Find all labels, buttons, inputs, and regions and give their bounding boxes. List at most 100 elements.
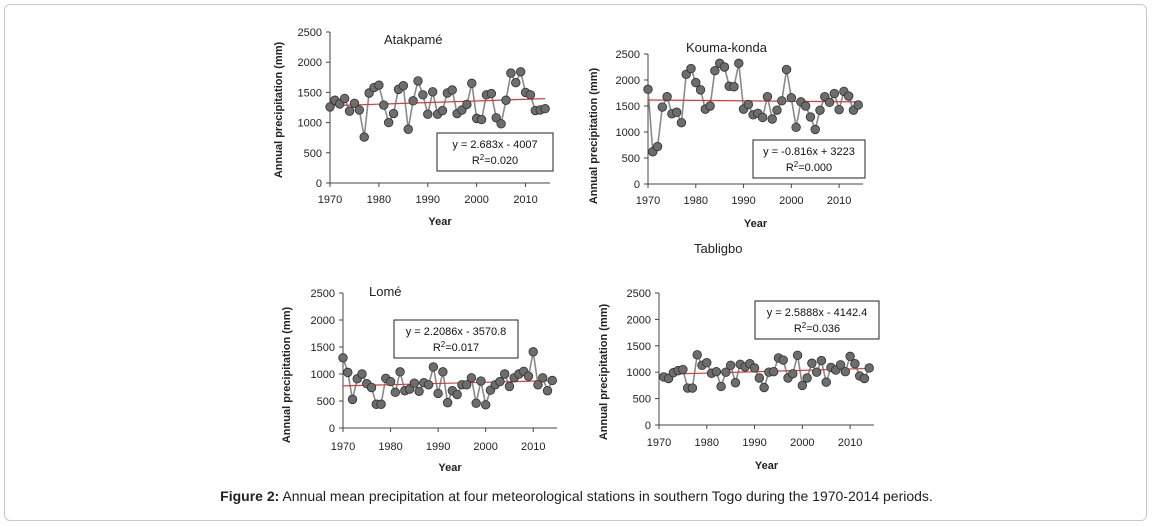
data-point — [528, 347, 538, 357]
data-point — [767, 114, 777, 124]
data-point — [730, 378, 741, 388]
y-tick-label: 1000 — [627, 367, 651, 379]
x-tick-label: 1990 — [416, 194, 440, 206]
data-point — [467, 78, 477, 89]
data-point — [692, 350, 702, 360]
data-point — [413, 76, 423, 86]
chart-title: Tabligbo — [694, 241, 742, 256]
data-point — [702, 357, 712, 368]
y-axis-label: Annual precipitation (mm) — [598, 304, 610, 441]
x-axis-label: Year — [428, 216, 452, 228]
data-point — [835, 360, 846, 370]
data-point — [471, 398, 481, 408]
caption-label: Figure 2: — [220, 488, 280, 504]
x-tick-label: 2000 — [464, 194, 488, 206]
chart-panel-0: 0 500 1000 1500 2000 2500 1970 1980 1990 2000 2010… — [273, 27, 554, 228]
y-axis-label: Annual precipitation (mm) — [588, 68, 600, 205]
data-point — [743, 99, 754, 110]
data-point — [480, 400, 491, 410]
y-tick-label: 1500 — [311, 342, 335, 354]
r-squared-label: R2=0.020 — [472, 153, 518, 168]
data-point — [786, 92, 797, 103]
x-tick-label: 2010 — [827, 195, 851, 207]
equation-label: y = 2.2086x - 3570.8 — [406, 326, 507, 338]
data-point — [466, 373, 477, 383]
data-point — [357, 369, 367, 379]
data-point — [834, 104, 844, 115]
data-point — [843, 91, 854, 101]
y-tick-label: 1500 — [616, 101, 640, 113]
y-tick-label: 500 — [317, 396, 335, 408]
y-tick-label: 2500 — [311, 288, 335, 300]
data-point — [850, 359, 860, 369]
equation-box — [436, 132, 554, 172]
data-point — [716, 381, 726, 392]
data-point — [515, 67, 526, 77]
data-point — [414, 386, 424, 396]
data-point — [538, 373, 548, 383]
y-tick-label: 2000 — [627, 314, 651, 326]
data-point — [343, 367, 353, 378]
y-tick-label: 2000 — [298, 57, 322, 69]
x-tick-label: 1980 — [695, 437, 719, 449]
data-point — [452, 389, 462, 400]
trend-line — [329, 98, 546, 107]
data-point — [721, 367, 731, 377]
data-point — [729, 82, 739, 92]
data-point — [486, 88, 497, 99]
data-point — [676, 117, 687, 128]
data-point — [815, 105, 825, 115]
data-point — [347, 394, 358, 405]
y-tick-label: 0 — [316, 178, 322, 190]
data-point — [800, 101, 811, 111]
data-point — [759, 382, 769, 393]
data-point — [540, 104, 550, 114]
data-point — [725, 360, 736, 371]
data-point — [359, 132, 369, 142]
data-point — [504, 381, 515, 392]
x-tick-label: 2010 — [838, 437, 862, 449]
data-point — [533, 380, 543, 390]
data-point — [691, 77, 701, 88]
chart-panel-2: 0 500 1000 1500 2000 2500 1970 1980 1990 2000 2010… — [281, 284, 557, 474]
data-point — [864, 363, 874, 373]
data-point — [499, 369, 510, 379]
data-point — [376, 399, 386, 409]
chart-panel-3: 0 500 1000 1500 2000 2500 1970 1980 1990 2000 2010… — [598, 241, 880, 472]
equation-box — [754, 300, 880, 340]
y-tick-label: 1500 — [627, 341, 651, 353]
y-axis-label: Annual precipitation (mm) — [273, 42, 285, 179]
x-tick-label: 1970 — [636, 195, 660, 207]
equation-label: y = 2.683x - 4007 — [452, 139, 537, 151]
data-point — [840, 366, 851, 377]
equation-box — [752, 139, 866, 179]
data-point — [662, 91, 672, 102]
data-point — [671, 107, 682, 117]
data-point — [695, 85, 706, 95]
data-point — [433, 388, 443, 399]
data-point — [409, 378, 420, 388]
y-tick-label: 0 — [645, 420, 651, 432]
x-tick-label: 1970 — [647, 437, 671, 449]
equation-box — [393, 319, 519, 359]
x-tick-label: 2010 — [521, 441, 545, 453]
trend-line — [647, 99, 859, 103]
y-tick-label: 500 — [633, 394, 651, 406]
figure-caption: Figure 2: Annual mean precipitation at f… — [0, 488, 1153, 504]
data-point — [811, 367, 822, 377]
data-point — [476, 376, 486, 386]
data-point — [495, 376, 505, 387]
data-point — [438, 367, 448, 377]
data-point — [797, 380, 808, 391]
x-tick-label: 1990 — [742, 437, 766, 449]
data-point — [816, 355, 827, 366]
data-point — [437, 105, 448, 116]
data-point — [710, 65, 720, 76]
data-point — [805, 112, 816, 122]
data-point — [772, 105, 782, 115]
y-tick-label: 2000 — [616, 75, 640, 87]
x-tick-label: 2000 — [473, 441, 497, 453]
data-point — [511, 78, 521, 88]
r-squared-label: R2=0.000 — [786, 160, 832, 175]
